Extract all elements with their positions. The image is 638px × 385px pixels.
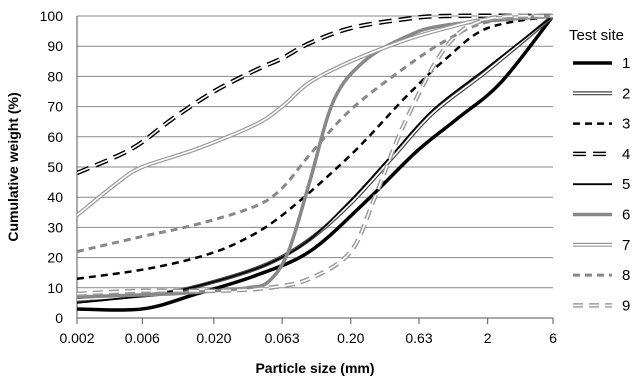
legend-label: 3 (622, 116, 630, 133)
x-tick-label: 0.63 (405, 330, 432, 346)
y-tick-label: 90 (47, 38, 63, 54)
x-tick-label: 0.002 (59, 330, 94, 346)
series-8-line (77, 14, 553, 254)
x-tick-label: 0.20 (337, 330, 364, 346)
legend-item-8: 8 (573, 267, 630, 284)
series-6-line (77, 14, 553, 299)
legend-item-1: 1 (573, 55, 630, 72)
legend-item-9: 9 (573, 297, 630, 314)
y-tick-label: 80 (47, 68, 63, 84)
legend-label: 1 (622, 55, 630, 72)
legend-item-3: 3 (573, 116, 630, 133)
x-tick-label: 0.020 (196, 330, 231, 346)
legend-item-2: 2 (573, 85, 630, 102)
y-tick-label: 70 (47, 99, 63, 115)
legend-item-7: 7 (573, 237, 630, 254)
y-tick-label: 100 (40, 8, 64, 24)
legend-label: 6 (622, 207, 630, 224)
y-tick-label: 60 (47, 129, 63, 145)
legend-item-5: 5 (573, 176, 630, 193)
x-tick-label: 0.006 (125, 330, 160, 346)
legend-label: 8 (622, 267, 630, 284)
legend-label: 5 (622, 176, 630, 193)
legend-item-6: 6 (573, 207, 630, 224)
legend-label: 7 (622, 237, 630, 254)
series-1-line (77, 14, 553, 312)
series-3-line (77, 14, 553, 280)
y-tick-label: 30 (47, 219, 63, 235)
legend-title: Test site (569, 27, 624, 44)
y-axis-title: Cumulative weight (%) (5, 92, 21, 241)
axes (76, 16, 554, 324)
y-tick-label: 20 (47, 250, 63, 266)
series-4-line (77, 13, 553, 176)
y-tick-label: 0 (55, 310, 63, 326)
legend-item-4: 4 (573, 146, 630, 163)
x-axis-title: Particle size (mm) (255, 360, 374, 376)
plot-area (77, 13, 553, 312)
x-tick-label: 6 (549, 330, 557, 346)
legend: 1 2 3 4 5 6 7 8 9 (573, 55, 630, 314)
y-tick-label: 10 (47, 280, 63, 296)
x-tick-label: 2 (484, 330, 492, 346)
y-tick-label: 50 (47, 159, 63, 175)
legend-label: 4 (622, 146, 630, 163)
legend-label: 2 (622, 85, 630, 102)
legend-label: 9 (622, 297, 630, 314)
tick-labels: 0 10 20 30 40 50 60 70 80 90 100 0.002 0.006 0.020 0.0… (40, 8, 557, 346)
series-7-line (77, 14, 553, 217)
y-tick-label: 40 (47, 189, 63, 205)
series-9-line (77, 13, 553, 297)
x-tick-label: 0.063 (265, 330, 300, 346)
